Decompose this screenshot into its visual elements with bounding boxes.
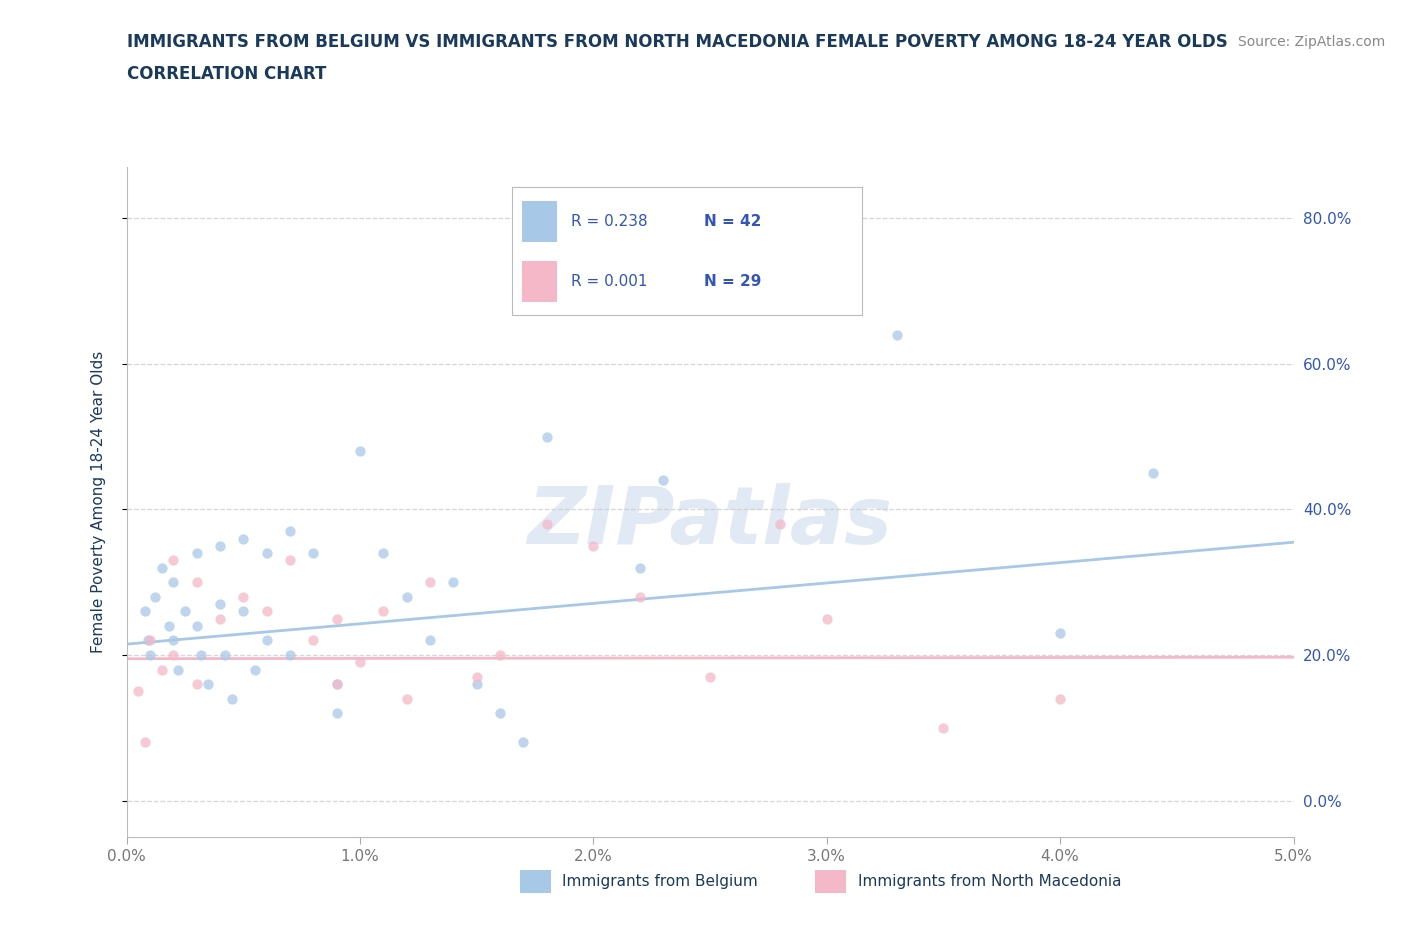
Point [886, 327, 908, 342]
Point [232, 604, 254, 618]
Point [186, 546, 208, 561]
Point [162, 633, 184, 648]
Point [150, 560, 173, 575]
Point [186, 677, 208, 692]
Point [373, 604, 395, 618]
Point [278, 524, 301, 538]
Point [136, 633, 159, 648]
Point [325, 706, 347, 721]
Point [139, 647, 162, 662]
Point [162, 553, 184, 568]
Point [208, 538, 231, 553]
Point [143, 590, 166, 604]
Point [139, 633, 162, 648]
Text: Immigrants from Belgium: Immigrants from Belgium [562, 874, 758, 889]
Point [1049, 626, 1071, 641]
Y-axis label: Female Poverty Among 18-24 Year Olds: Female Poverty Among 18-24 Year Olds [91, 352, 105, 654]
Point [699, 670, 721, 684]
Point [325, 611, 347, 626]
Text: IMMIGRANTS FROM BELGIUM VS IMMIGRANTS FROM NORTH MACEDONIA FEMALE POVERTY AMONG : IMMIGRANTS FROM BELGIUM VS IMMIGRANTS FR… [127, 33, 1227, 50]
Point [465, 677, 488, 692]
Point [769, 516, 792, 531]
Point [395, 590, 418, 604]
Point [256, 604, 278, 618]
Point [628, 590, 651, 604]
Point [349, 655, 371, 670]
Point [815, 611, 838, 626]
Point [221, 691, 243, 706]
Point [208, 597, 231, 612]
Point [208, 611, 231, 626]
Point [190, 647, 212, 662]
Point [278, 647, 301, 662]
Point [157, 618, 180, 633]
Point [1142, 466, 1164, 481]
Point [582, 538, 605, 553]
Point [174, 604, 197, 618]
Point [932, 721, 955, 736]
Point [197, 677, 219, 692]
Point [256, 546, 278, 561]
Point [373, 546, 395, 561]
Point [489, 706, 512, 721]
Text: CORRELATION CHART: CORRELATION CHART [127, 65, 326, 83]
Point [395, 691, 418, 706]
Point [232, 590, 254, 604]
Point [134, 604, 156, 618]
Point [441, 575, 464, 590]
Point [162, 647, 184, 662]
Point [465, 670, 488, 684]
Point [512, 735, 534, 750]
Point [167, 662, 190, 677]
Point [127, 684, 149, 698]
Point [652, 473, 675, 488]
Point [489, 647, 512, 662]
Point [186, 575, 208, 590]
Point [419, 633, 441, 648]
Text: Immigrants from North Macedonia: Immigrants from North Macedonia [858, 874, 1121, 889]
Point [243, 662, 266, 677]
Point [536, 430, 558, 445]
Point [150, 662, 173, 677]
Point [1049, 691, 1071, 706]
Point [419, 575, 441, 590]
Point [536, 516, 558, 531]
Text: ZIPatlas: ZIPatlas [527, 484, 893, 562]
Point [325, 677, 347, 692]
Point [214, 647, 236, 662]
Point [302, 546, 325, 561]
Point [302, 633, 325, 648]
Point [349, 444, 371, 458]
Point [278, 553, 301, 568]
Point [325, 677, 347, 692]
Point [232, 531, 254, 546]
Point [256, 633, 278, 648]
Point [186, 618, 208, 633]
Text: Source: ZipAtlas.com: Source: ZipAtlas.com [1237, 35, 1385, 49]
Point [628, 560, 651, 575]
Point [162, 575, 184, 590]
Point [134, 735, 156, 750]
